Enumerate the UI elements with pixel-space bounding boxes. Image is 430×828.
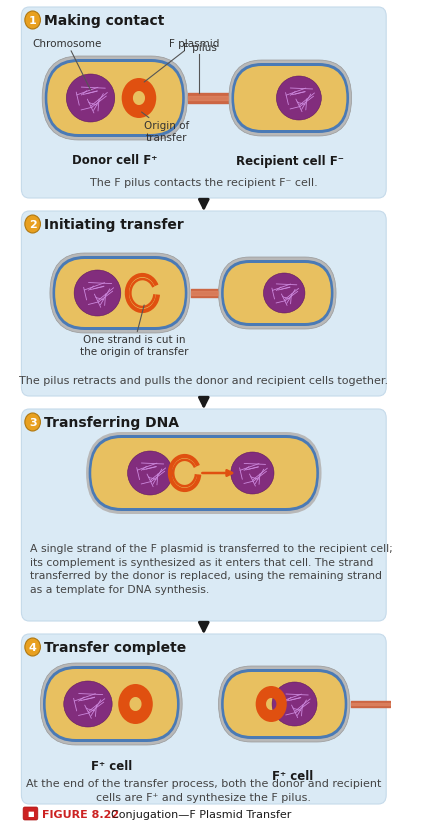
Text: Transferring DNA: Transferring DNA [44, 416, 179, 430]
FancyBboxPatch shape [218, 667, 350, 742]
Circle shape [25, 638, 40, 657]
FancyBboxPatch shape [221, 261, 333, 326]
Text: 4: 4 [29, 643, 37, 652]
Text: Initiating transfer: Initiating transfer [44, 218, 184, 232]
Ellipse shape [272, 682, 317, 726]
Circle shape [25, 12, 40, 30]
Ellipse shape [64, 681, 112, 727]
FancyBboxPatch shape [224, 263, 331, 324]
FancyBboxPatch shape [40, 663, 182, 745]
FancyBboxPatch shape [218, 258, 336, 330]
FancyBboxPatch shape [52, 257, 187, 330]
Text: Chromosome: Chromosome [33, 39, 102, 91]
Ellipse shape [66, 75, 115, 123]
Ellipse shape [231, 452, 274, 494]
FancyBboxPatch shape [221, 669, 347, 739]
FancyBboxPatch shape [89, 436, 243, 512]
Text: A single strand of the F plasmid is transferred to the recipient cell;
its compl: A single strand of the F plasmid is tran… [30, 543, 393, 594]
Ellipse shape [276, 77, 321, 121]
FancyBboxPatch shape [47, 63, 182, 135]
Circle shape [25, 216, 40, 233]
Text: Recipient cell F⁻: Recipient cell F⁻ [236, 154, 344, 167]
FancyBboxPatch shape [224, 672, 345, 736]
Text: FIGURE 8.22: FIGURE 8.22 [42, 809, 119, 819]
Text: Origin of
transfer: Origin of transfer [141, 113, 189, 142]
FancyBboxPatch shape [234, 67, 347, 131]
FancyBboxPatch shape [86, 432, 245, 514]
Circle shape [25, 413, 40, 431]
FancyBboxPatch shape [91, 439, 240, 508]
Ellipse shape [128, 451, 172, 495]
FancyBboxPatch shape [46, 669, 177, 739]
FancyBboxPatch shape [22, 8, 386, 199]
Text: The F pilus contacts the recipient F⁻ cell.: The F pilus contacts the recipient F⁻ ce… [90, 178, 318, 188]
Text: 3: 3 [29, 417, 37, 427]
FancyBboxPatch shape [43, 667, 180, 742]
FancyBboxPatch shape [42, 57, 187, 141]
FancyBboxPatch shape [22, 634, 386, 804]
Text: F pilus: F pilus [182, 43, 216, 53]
Text: Making contact: Making contact [44, 14, 164, 28]
FancyBboxPatch shape [229, 61, 352, 137]
Text: 2: 2 [29, 219, 37, 229]
FancyBboxPatch shape [55, 260, 185, 328]
Text: F plasmid: F plasmid [144, 39, 220, 83]
Text: The pilus retracts and pulls the donor and recipient cells together.: The pilus retracts and pulls the donor a… [19, 376, 388, 386]
FancyBboxPatch shape [22, 410, 386, 621]
FancyBboxPatch shape [23, 807, 38, 820]
Text: 1: 1 [29, 16, 37, 26]
Text: Donor cell F⁺: Donor cell F⁺ [72, 154, 157, 167]
Ellipse shape [264, 274, 305, 314]
FancyBboxPatch shape [231, 64, 349, 134]
Text: At the end of the transfer process, both the donor and recipient
cells are F⁺ an: At the end of the transfer process, both… [26, 778, 381, 802]
Text: ■: ■ [27, 811, 34, 816]
FancyBboxPatch shape [165, 436, 319, 512]
FancyBboxPatch shape [163, 432, 322, 514]
Ellipse shape [74, 271, 121, 316]
FancyBboxPatch shape [50, 253, 190, 334]
FancyBboxPatch shape [22, 212, 386, 397]
Text: Conjugation—F Plasmid Transfer: Conjugation—F Plasmid Transfer [104, 809, 292, 819]
Text: F⁺ cell: F⁺ cell [272, 769, 313, 782]
Text: F⁺ cell: F⁺ cell [91, 759, 132, 773]
Text: Transfer complete: Transfer complete [44, 640, 186, 654]
Text: One strand is cut in
the origin of transfer: One strand is cut in the origin of trans… [80, 306, 188, 357]
FancyBboxPatch shape [45, 60, 185, 137]
FancyBboxPatch shape [168, 439, 316, 508]
